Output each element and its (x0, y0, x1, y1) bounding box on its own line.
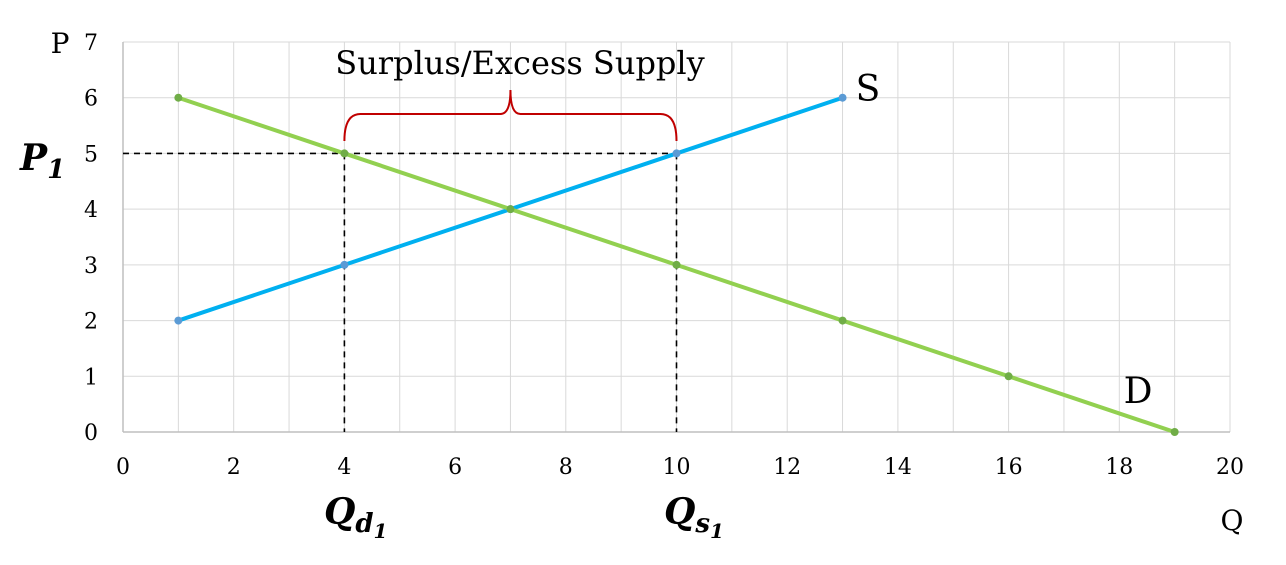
supply-point (174, 316, 183, 325)
supply-curve-label: S (856, 69, 881, 110)
quantity-supplied-label: Qs1 (664, 491, 724, 543)
supply-point (340, 260, 349, 269)
y-tick-label: 5 (84, 142, 98, 167)
price-p1-label: P1 (19, 137, 65, 185)
price-label-subscript: 1 (47, 155, 65, 185)
qd-subscript: d (355, 509, 373, 539)
annotations (343, 89, 678, 142)
x-tick-label: 12 (773, 455, 801, 480)
qs-subsubscript: 1 (710, 519, 724, 543)
demand-curve-label: D (1124, 371, 1153, 412)
demand-point (1004, 372, 1013, 381)
qs-subscript: s (694, 509, 710, 539)
qs-letter: Q (664, 491, 695, 533)
x-axis-label: Q (1221, 504, 1244, 537)
y-tick-label: 0 (84, 421, 98, 446)
y-tick-label: 7 (84, 31, 98, 56)
y-tick-label: 6 (84, 87, 98, 112)
demand-point (506, 205, 515, 214)
demand-point (340, 149, 349, 158)
quantity-demanded-label: Qd1 (324, 491, 387, 543)
reference-lines (123, 152, 678, 432)
y-tick-label: 2 (84, 310, 98, 335)
surplus-annotation-text: Surplus/Excess Supply (335, 44, 704, 82)
y-tick-label: 3 (84, 254, 98, 279)
x-tick-label: 10 (663, 455, 691, 480)
y-tick-label: 4 (84, 198, 98, 223)
y-axis-label: P (51, 27, 70, 60)
x-tick-label: 4 (337, 455, 351, 480)
x-tick-label: 14 (884, 455, 912, 480)
gridlines (123, 41, 1231, 432)
price-label-letter: P (19, 137, 48, 179)
demand-point (672, 260, 681, 269)
x-tick-label: 8 (559, 455, 573, 480)
x-tick-label: 0 (116, 455, 130, 480)
qd-letter: Q (324, 491, 355, 533)
x-tick-label: 16 (995, 455, 1023, 480)
surplus-brace (343, 89, 678, 142)
x-tick-label: 2 (227, 455, 241, 480)
y-tick-label: 1 (84, 365, 98, 390)
x-tick-label: 18 (1105, 455, 1133, 480)
qd-subsubscript: 1 (374, 519, 388, 543)
demand-point (838, 316, 847, 325)
supply-point (672, 149, 681, 158)
demand-point (1170, 428, 1179, 436)
supply-point (838, 93, 847, 102)
x-tick-label: 20 (1216, 455, 1244, 480)
x-tick-label: 6 (448, 455, 462, 480)
demand-point (174, 93, 183, 102)
series (174, 93, 1179, 436)
